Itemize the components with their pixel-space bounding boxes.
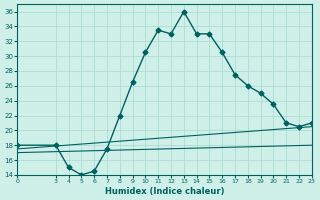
X-axis label: Humidex (Indice chaleur): Humidex (Indice chaleur) bbox=[105, 187, 224, 196]
